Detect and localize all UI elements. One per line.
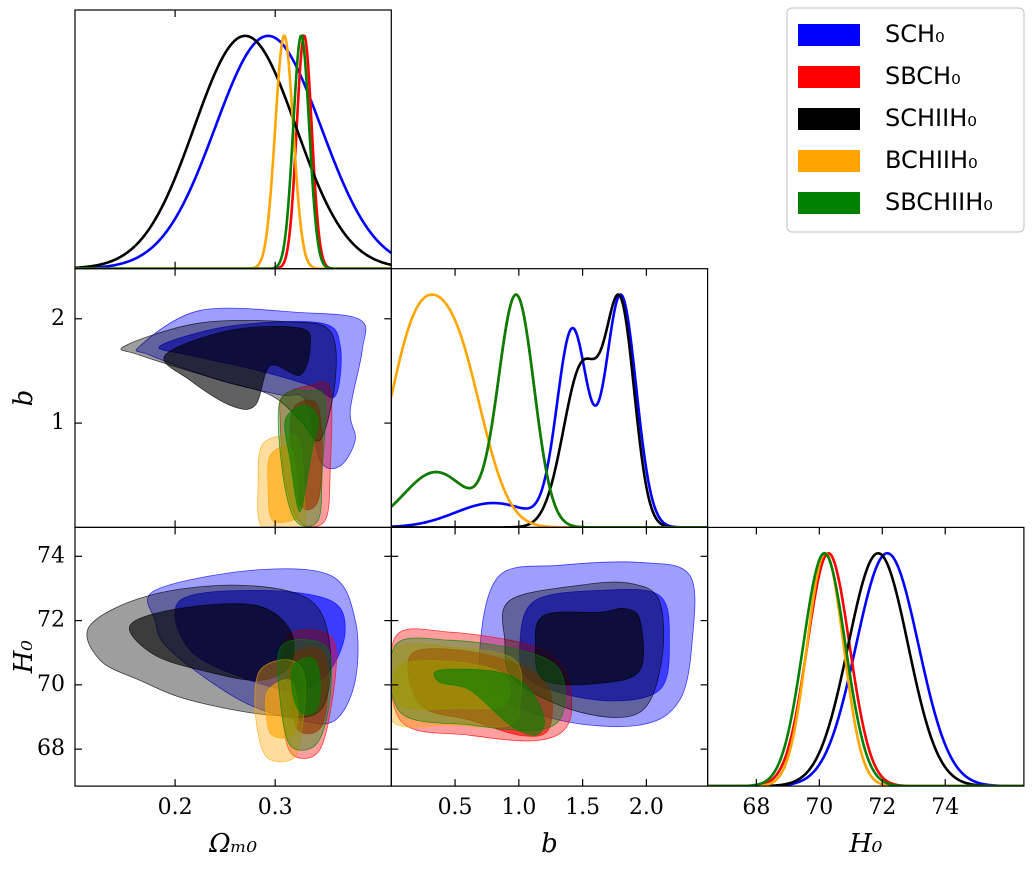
legend-swatch <box>798 108 860 130</box>
x-axis-label: Ωₘ₀ <box>208 829 258 859</box>
x-tick-label: 68 <box>742 795 770 820</box>
y-tick-label: 74 <box>37 543 65 568</box>
panel-content <box>391 293 708 528</box>
legend-swatch <box>798 24 860 46</box>
y-axis-label: H₀ <box>9 640 39 675</box>
contour-inner <box>265 679 299 739</box>
panel-frame <box>706 526 1025 787</box>
contour-inner <box>534 607 644 686</box>
contour-inner <box>290 657 321 715</box>
y-tick-label: 1 <box>51 410 65 435</box>
panel-content <box>86 568 359 763</box>
legend-label: SCHIIH₀ <box>885 104 977 132</box>
marginal-curve <box>391 293 708 528</box>
legend-swatch <box>798 66 860 88</box>
x-tick-label: 74 <box>931 795 959 820</box>
x-axis-label: H₀ <box>848 829 883 859</box>
legend-swatch <box>798 150 860 172</box>
contour-inner <box>284 404 319 513</box>
x-axis-label: b <box>541 829 558 859</box>
x-tick-label: 0.3 <box>258 795 293 820</box>
marginal-curve <box>707 551 1024 787</box>
y-tick-label: 2 <box>51 306 65 331</box>
contour-inner <box>128 603 295 681</box>
marginal-curve <box>75 34 392 269</box>
panel-frame <box>74 9 392 270</box>
x-tick-label: 70 <box>805 795 833 820</box>
x-tick-label: 0.5 <box>438 795 473 820</box>
x-tick-label: 72 <box>868 795 896 820</box>
legend-label: SBCHIIH₀ <box>885 188 993 216</box>
legend-box <box>786 7 1025 233</box>
marginal-curve <box>75 34 392 269</box>
panel-content <box>120 307 367 528</box>
legend-label: SCH₀ <box>885 20 945 48</box>
contour-inner <box>433 668 545 736</box>
y-axis-label: b <box>9 390 39 407</box>
y-tick-label: 70 <box>37 672 65 697</box>
panel-content <box>75 34 392 269</box>
legend-label: SBCH₀ <box>885 62 961 90</box>
x-tick-label: 1.5 <box>565 795 600 820</box>
panel-frame <box>390 526 709 787</box>
y-tick-label: 68 <box>37 736 65 761</box>
x-tick-label: 1.0 <box>501 795 536 820</box>
panel-content <box>391 561 696 742</box>
contour-inner <box>163 326 311 410</box>
x-tick-label: 0.2 <box>158 795 193 820</box>
legend-swatch <box>798 192 860 214</box>
y-tick-label: 72 <box>37 608 65 633</box>
panel-content <box>707 551 1024 787</box>
legend-label: BCHIIH₀ <box>885 146 978 174</box>
marginal-curve <box>391 293 708 528</box>
x-tick-label: 2.0 <box>629 795 664 820</box>
